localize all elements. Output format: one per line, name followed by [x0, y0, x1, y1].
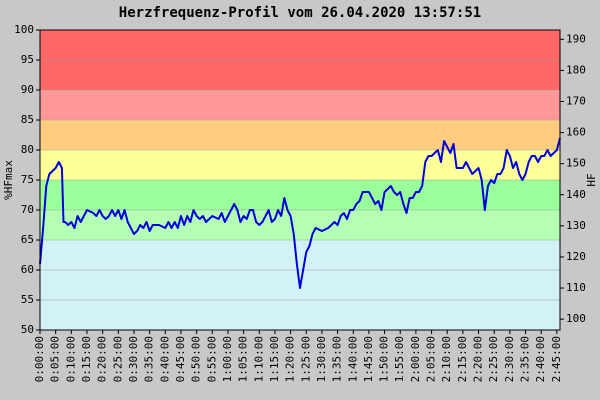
- y-tick-label: 60: [21, 263, 34, 276]
- x-tick-label: 2:15:00: [456, 336, 469, 382]
- zone-band: [40, 120, 560, 150]
- x-tick-label: 0:10:00: [64, 336, 77, 382]
- x-tick-label: 1:10:00: [252, 336, 265, 382]
- y2-tick-label: 110: [566, 281, 586, 294]
- y-tick-label: 85: [21, 113, 34, 126]
- x-tick-label: 2:30:00: [503, 336, 516, 382]
- y2-tick-label: 150: [566, 157, 586, 170]
- y-tick-label: 70: [21, 203, 34, 216]
- y-tick-label: 100: [14, 23, 34, 36]
- x-tick-label: 0:15:00: [80, 336, 93, 382]
- hr-line: [39, 137, 561, 289]
- x-tick-label: 1:35:00: [331, 336, 344, 382]
- y2-tick-label: 180: [566, 63, 586, 76]
- x-tick-label: 1:40:00: [346, 336, 359, 382]
- x-tick-label: 2:25:00: [487, 336, 500, 382]
- y2-tick-label: 140: [566, 188, 586, 201]
- zone-band: [40, 150, 560, 180]
- x-tick-label: 1:50:00: [378, 336, 391, 382]
- y-tick-label: 80: [21, 143, 34, 156]
- x-tick-label: 0:45:00: [174, 336, 187, 382]
- zone-band: [40, 210, 560, 240]
- zone-band: [40, 180, 560, 210]
- x-tick-label: 1:45:00: [362, 336, 375, 382]
- x-tick-label: 1:25:00: [299, 336, 312, 382]
- y2-tick-label: 160: [566, 126, 586, 139]
- y-tick-label: 55: [21, 293, 34, 306]
- y-tick-label: 50: [21, 323, 34, 336]
- y-tick-label: 95: [21, 53, 34, 66]
- chart-title: Herzfrequenz-Profil vom 26.04.2020 13:57…: [119, 5, 481, 21]
- y2-tick-label: 120: [566, 250, 586, 263]
- y2-axis-label: HF: [585, 173, 598, 186]
- y2-tick-label: 170: [566, 95, 586, 108]
- x-tick-label: 1:30:00: [315, 336, 328, 382]
- zone-band: [40, 90, 560, 120]
- x-tick-label: 0:05:00: [49, 336, 62, 382]
- x-tick-label: 1:55:00: [393, 336, 406, 382]
- y-axis-label: %HFmax: [2, 160, 15, 200]
- x-tick-label: 1:05:00: [237, 336, 250, 382]
- x-tick-label: 0:20:00: [96, 336, 109, 382]
- x-tick-label: 2:10:00: [440, 336, 453, 382]
- x-tick-label: 2:40:00: [534, 336, 547, 382]
- x-tick-label: 0:30:00: [127, 336, 140, 382]
- y2-tick-label: 190: [566, 32, 586, 45]
- x-tick-label: 0:55:00: [205, 336, 218, 382]
- y-tick-label: 75: [21, 173, 34, 186]
- x-tick-label: 0:35:00: [143, 336, 156, 382]
- x-tick-label: 0:00:00: [33, 336, 46, 382]
- x-tick-label: 2:00:00: [409, 336, 422, 382]
- x-tick-label: 0:40:00: [158, 336, 171, 382]
- x-tick-label: 2:45:00: [550, 336, 563, 382]
- x-tick-label: 1:15:00: [268, 336, 281, 382]
- x-tick-label: 2:35:00: [519, 336, 532, 382]
- x-tick-label: 2:05:00: [425, 336, 438, 382]
- x-tick-label: 0:50:00: [190, 336, 203, 382]
- x-tick-label: 1:20:00: [284, 336, 297, 382]
- x-tick-label: 1:00:00: [221, 336, 234, 382]
- x-tick-label: 0:25:00: [111, 336, 124, 382]
- x-tick-label: 2:20:00: [472, 336, 485, 382]
- plot-border: [39, 29, 561, 331]
- y2-tick-label: 130: [566, 219, 586, 232]
- y-tick-label: 90: [21, 83, 34, 96]
- y-tick-label: 65: [21, 233, 34, 246]
- y2-tick-label: 100: [566, 312, 586, 325]
